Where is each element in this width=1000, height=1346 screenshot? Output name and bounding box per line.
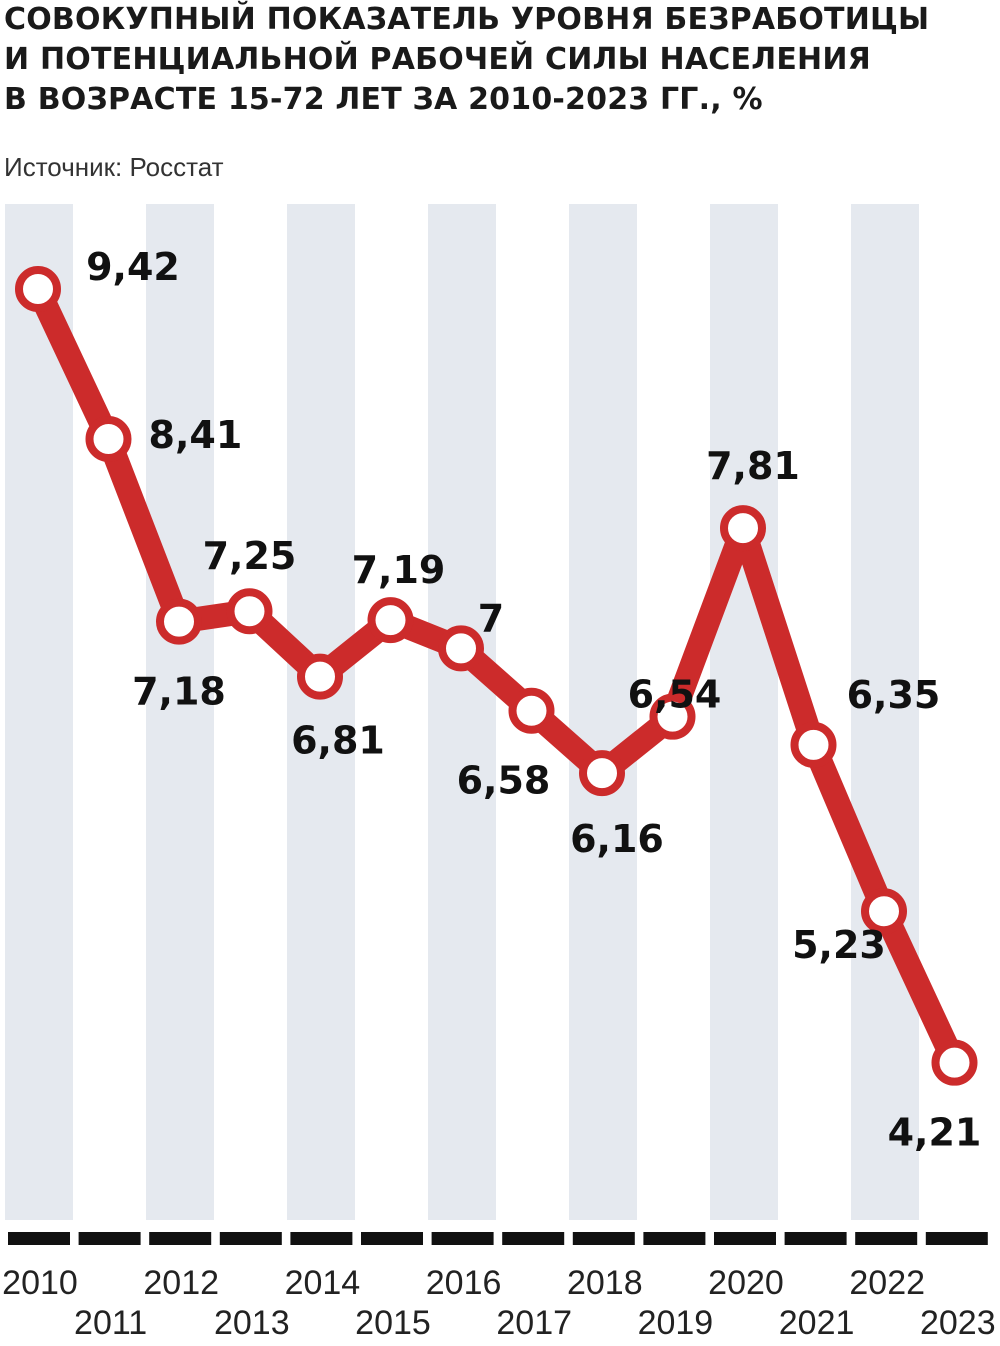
data-label: 6,54	[628, 673, 722, 717]
data-point	[579, 750, 625, 797]
data-point	[790, 721, 837, 768]
data-point	[85, 415, 132, 462]
axis-segment	[219, 1232, 282, 1245]
x-tick-label: 2012	[143, 1264, 219, 1302]
axis-segment	[714, 1232, 776, 1245]
data-point	[156, 598, 202, 645]
x-tick-label: 2020	[708, 1264, 784, 1302]
data-label: 7,81	[706, 444, 800, 488]
data-label: 9,42	[86, 245, 180, 289]
x-tick-label: 2015	[355, 1304, 431, 1342]
data-label: 6,35	[847, 673, 941, 717]
axis-segment	[784, 1232, 847, 1245]
chart-title: СОВОКУПНЫЙ ПОКАЗАТЕЛЬ УРОВНЯ БЕЗРАБОТИЦЫ…	[4, 2, 930, 117]
axis-segment	[572, 1232, 635, 1245]
x-tick-label: 2016	[426, 1264, 502, 1302]
data-point	[367, 597, 414, 644]
data-points	[15, 266, 978, 1086]
data-label: 6,58	[457, 759, 551, 803]
data-label: 5,23	[792, 923, 886, 967]
axis-segment	[855, 1232, 918, 1245]
x-tick-label: 2022	[849, 1264, 925, 1302]
data-point	[15, 266, 61, 312]
x-tick-label: 2018	[567, 1264, 643, 1302]
background-band	[851, 204, 919, 1220]
x-tick-label: 2013	[214, 1304, 290, 1342]
data-label: 7,19	[352, 548, 446, 592]
data-label: 8,41	[149, 413, 243, 457]
data-point	[438, 625, 484, 672]
axis-segment	[925, 1232, 988, 1245]
axis-segment	[431, 1232, 494, 1245]
x-tick-label: 2017	[496, 1304, 572, 1342]
background-band	[710, 204, 778, 1220]
x-axis	[8, 1232, 988, 1245]
data-label: 6,81	[291, 719, 385, 763]
axis-segment	[8, 1232, 70, 1245]
background-band	[287, 204, 355, 1220]
background-band	[5, 204, 73, 1220]
data-label: 7,18	[132, 670, 226, 714]
data-point	[931, 1039, 978, 1086]
background-band	[569, 204, 637, 1220]
x-tick-label: 2014	[285, 1264, 361, 1302]
x-tick-label: 2019	[638, 1304, 714, 1342]
data-label: 4,21	[888, 1111, 982, 1155]
background-band	[428, 204, 496, 1220]
data-point	[297, 653, 343, 700]
x-tick-labels: 2010201120122013201420152016201720182019…	[2, 1264, 995, 1342]
axis-segment	[643, 1232, 706, 1245]
chart-source: Источник: Росстат	[4, 152, 224, 182]
data-point	[226, 588, 273, 635]
x-tick-label: 2010	[2, 1264, 78, 1302]
axis-segment	[149, 1232, 212, 1245]
x-tick-label: 2023	[920, 1304, 996, 1342]
axis-segment	[361, 1232, 423, 1245]
background-band	[146, 204, 214, 1220]
background-bands	[5, 204, 919, 1220]
data-label: 7,25	[203, 534, 297, 578]
data-point	[861, 888, 907, 935]
axis-segment	[290, 1232, 353, 1245]
axis-segment	[502, 1232, 565, 1245]
value-labels: 9,42 8,41 7,18 7,25 6,81 7,19 7 6,58 6,16 6,54 7,8…	[86, 245, 981, 1155]
x-tick-label: 2011	[74, 1304, 147, 1342]
data-point	[720, 505, 766, 552]
data-point	[508, 687, 555, 734]
data-point	[649, 693, 696, 740]
axis-segment	[78, 1232, 141, 1245]
x-tick-label: 2021	[779, 1304, 855, 1342]
data-label: 7	[478, 596, 504, 640]
data-label: 6,16	[570, 817, 664, 861]
